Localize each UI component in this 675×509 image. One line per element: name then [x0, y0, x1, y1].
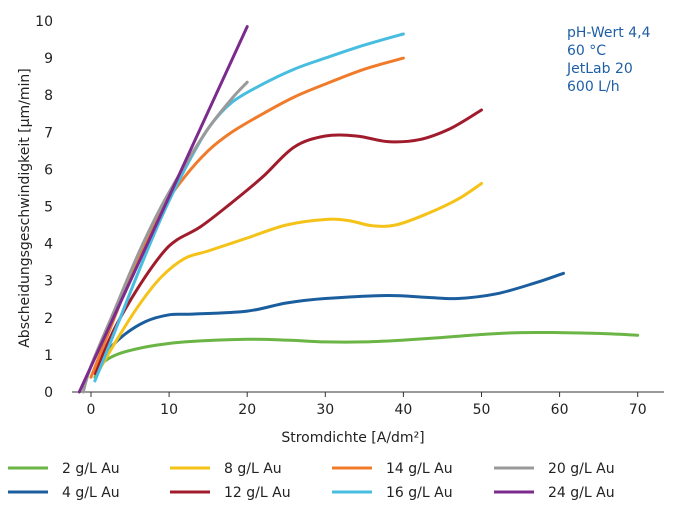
chart-axes: 0 1 2 3 4 5 6 7 8 9 10 0 10 20 30 40 50 60 70	[35, 14, 664, 418]
legend-item-14-g-l-au: 14 g/L Au	[332, 461, 453, 477]
series-line-2-g-l-au	[93, 330, 640, 379]
x-tick-label: 50	[473, 402, 491, 418]
y-tick-label: 5	[44, 200, 53, 216]
series-line-4-g-l-au	[95, 271, 565, 375]
chart-series	[77, 25, 640, 394]
legend-item-16-g-l-au: 16 g/L Au	[332, 485, 453, 501]
y-tick-label: 7	[44, 125, 53, 141]
y-tick-label: 1	[44, 348, 53, 364]
note-line-ph: pH-Wert 4,4	[567, 25, 651, 41]
note-line-device: JetLab 20	[566, 61, 633, 77]
legend-item-20-g-l-au: 20 g/L Au	[494, 461, 615, 477]
legend-item-8-g-l-au: 8 g/L Au	[170, 461, 282, 477]
y-tick-label: 10	[35, 14, 53, 30]
legend-item-12-g-l-au: 12 g/L Au	[170, 485, 291, 501]
x-tick-label: 10	[160, 402, 178, 418]
legend-label: 24 g/L Au	[548, 485, 615, 501]
legend-label: 2 g/L Au	[62, 461, 120, 477]
y-axis-title: Abscheidungsgeschwindigkeit [µm/min]	[17, 68, 33, 348]
series-line-8-g-l-au	[95, 182, 483, 375]
y-tick-label: 4	[44, 237, 53, 253]
note-line-temp: 60 °C	[567, 43, 606, 59]
legend-item-24-g-l-au: 24 g/L Au	[494, 485, 615, 501]
legend-label: 4 g/L Au	[62, 485, 120, 501]
series-line-12-g-l-au	[93, 108, 483, 375]
y-tick-label: 6	[44, 162, 53, 178]
legend-label: 16 g/L Au	[386, 485, 453, 501]
legend-label: 20 g/L Au	[548, 461, 615, 477]
x-tick-label: 0	[87, 402, 96, 418]
y-tick-label: 9	[44, 51, 53, 67]
series-line-16-g-l-au	[93, 32, 405, 383]
series-line-24-g-l-au	[77, 25, 249, 394]
x-tick-label: 70	[629, 402, 647, 418]
legend-label: 14 g/L Au	[386, 461, 453, 477]
y-tick-label: 3	[44, 274, 53, 290]
legend: 2 g/L Au 4 g/L Au 8 g/L Au 12 g/L Au 14 g/L …	[8, 461, 615, 501]
series-line-14-g-l-au	[89, 56, 405, 379]
y-tick-label: 0	[44, 385, 53, 401]
x-tick-label: 30	[316, 402, 334, 418]
legend-item-4-g-l-au: 4 g/L Au	[8, 485, 120, 501]
x-axis-title: Stromdichte [A/dm²]	[281, 430, 424, 446]
note-line-flow: 600 L/h	[567, 79, 620, 95]
x-tick-label: 20	[238, 402, 256, 418]
y-tick-label: 8	[44, 88, 53, 104]
x-tick-label: 40	[394, 402, 412, 418]
x-tick-label: 60	[551, 402, 569, 418]
legend-item-2-g-l-au: 2 g/L Au	[8, 461, 120, 477]
legend-label: 8 g/L Au	[224, 461, 282, 477]
legend-label: 12 g/L Au	[224, 485, 291, 501]
y-tick-label: 2	[44, 311, 53, 327]
conditions-note: pH-Wert 4,4 60 °C JetLab 20 600 L/h	[566, 25, 651, 95]
